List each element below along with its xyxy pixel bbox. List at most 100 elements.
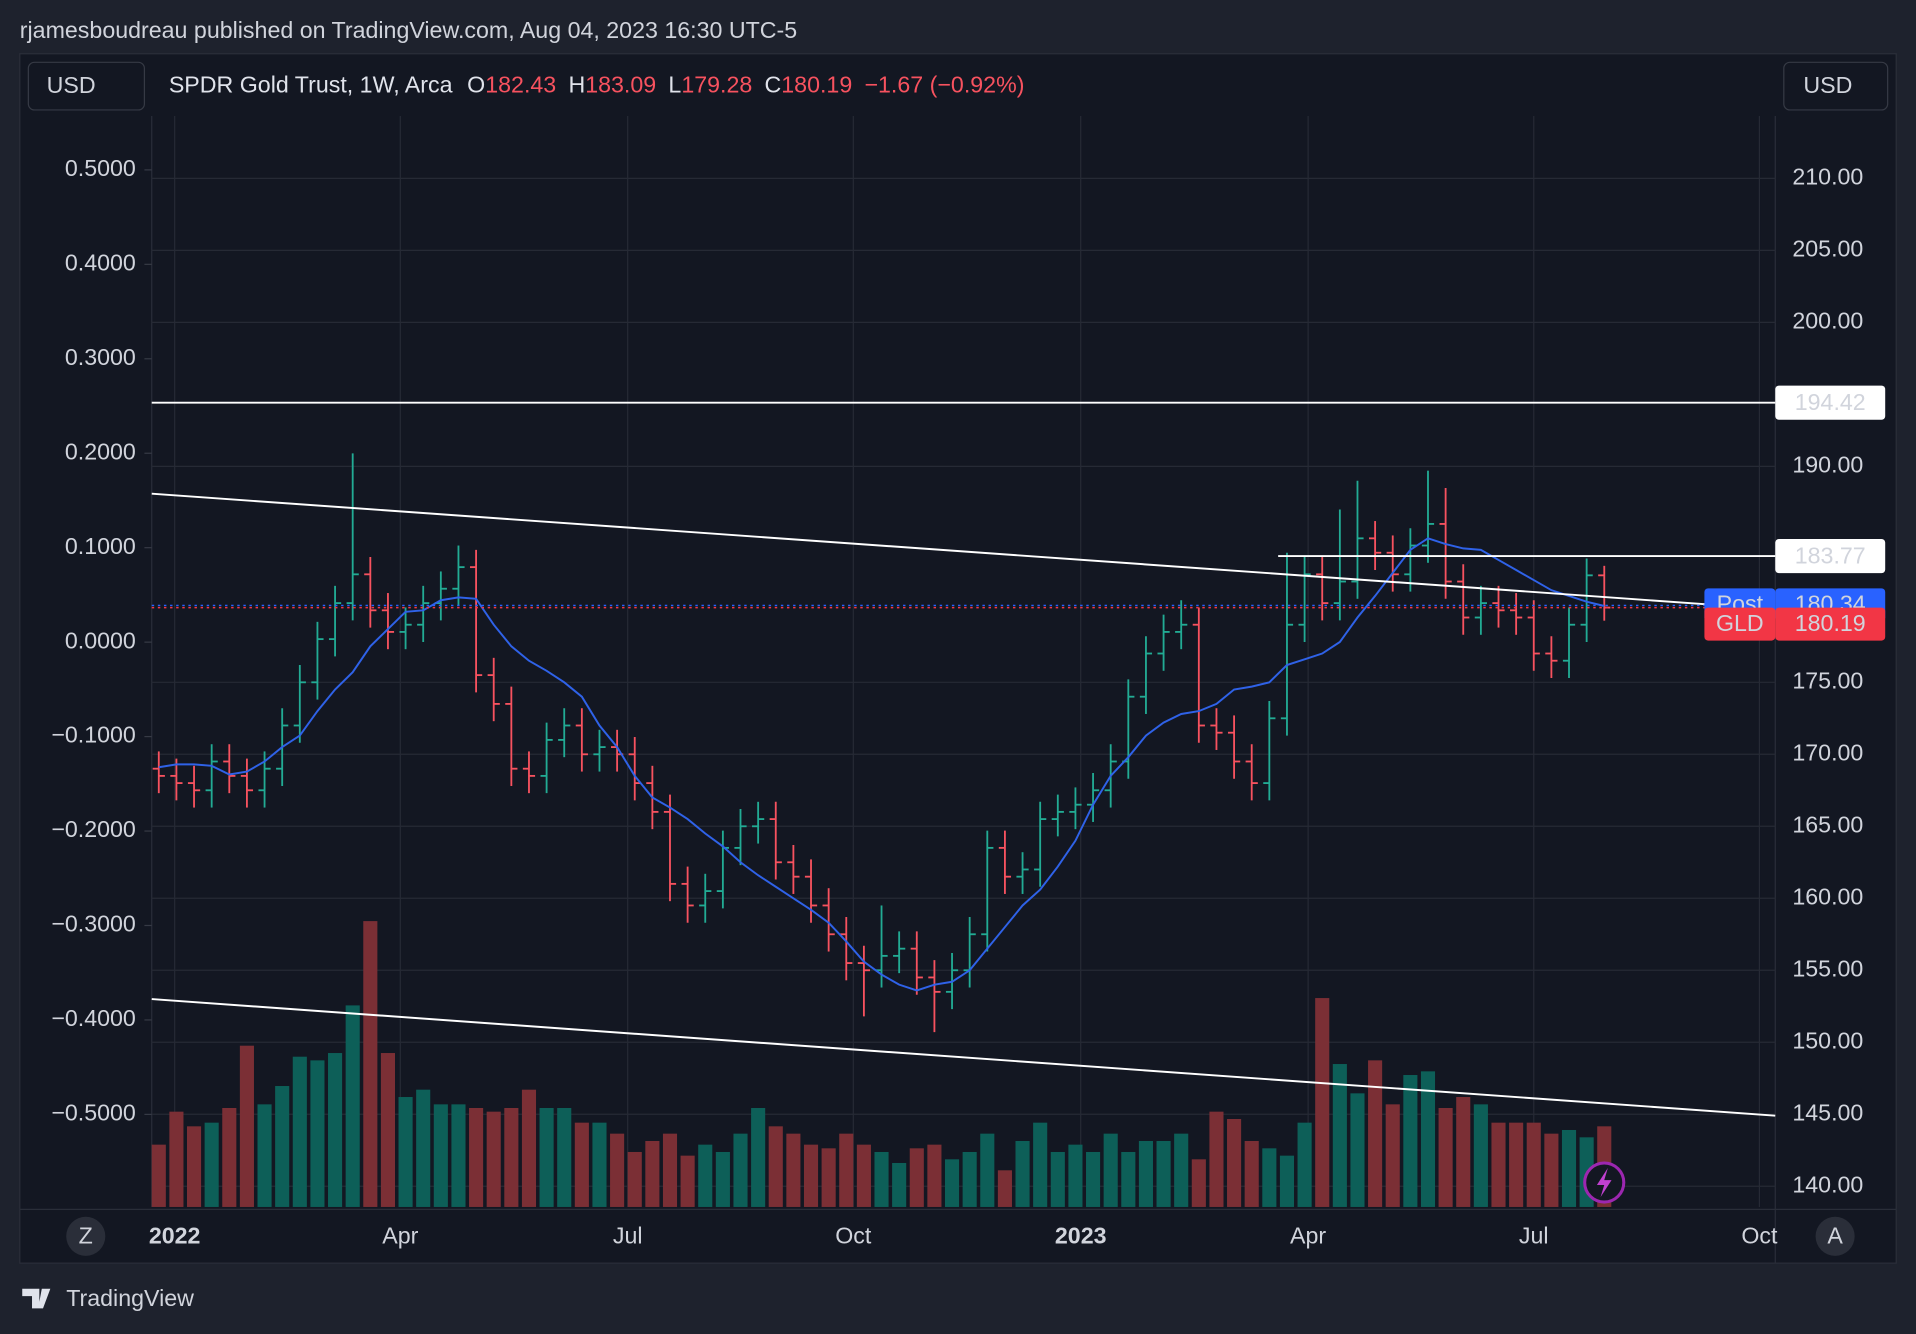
ohlc-bar <box>346 453 359 621</box>
legend-title: SPDR Gold Trust, 1W, Arca <box>169 72 453 98</box>
volume-bar <box>257 1104 272 1207</box>
volume-bar <box>962 1151 977 1207</box>
y-tick-label: 150.00 <box>1792 1027 1863 1053</box>
ohlc-bar <box>910 931 923 995</box>
ohlc-bar <box>1492 585 1505 628</box>
z-button[interactable] <box>66 1216 106 1256</box>
y-tick-label: 210.00 <box>1792 164 1863 190</box>
ohlc-bar <box>328 585 342 657</box>
volume-bar <box>574 1122 589 1207</box>
ohlc-bar <box>1139 636 1153 714</box>
volume-bar <box>1491 1122 1506 1207</box>
currency-label[interactable]: USD <box>1803 72 1852 98</box>
currency-button[interactable] <box>1783 61 1889 111</box>
volume-bar <box>1315 998 1330 1207</box>
ohlc-bar <box>1034 801 1047 887</box>
volume-bar <box>592 1122 607 1207</box>
ohlc-bar <box>522 751 536 794</box>
ohlc-bar <box>240 758 254 808</box>
volume-bar <box>1526 1122 1541 1207</box>
y2-tick-label: −0.4000 <box>51 1005 136 1031</box>
volume-bar <box>486 1111 501 1207</box>
y-tick-label: 205.00 <box>1792 236 1863 262</box>
volume-bar <box>839 1133 854 1207</box>
price-value-box <box>1775 607 1886 641</box>
ohlc-bar <box>1263 701 1276 801</box>
volume-bar <box>715 1151 730 1207</box>
legend-key: O <box>467 72 485 98</box>
volume-bar <box>1138 1140 1153 1207</box>
overlay: 2022 Apr Jul Oct 2023 Apr Jul Oct 210.00 205.00 20… <box>51 155 1886 1249</box>
ohlc-bar <box>1545 636 1558 678</box>
a-button[interactable] <box>1815 1216 1855 1256</box>
y2-tick-label: 0.3000 <box>65 344 136 370</box>
a-label[interactable]: A <box>1827 1223 1843 1249</box>
volume-bar <box>1262 1148 1277 1207</box>
ohlc-bar <box>1333 509 1346 621</box>
ohlc-bar <box>152 751 165 794</box>
brand-logo: TradingView <box>22 1285 194 1311</box>
volume-bar <box>1473 1104 1488 1207</box>
volume-bar <box>345 1005 360 1207</box>
ohlc-bar <box>575 708 588 772</box>
ohlc-bar <box>1421 470 1435 563</box>
price-name-box <box>1704 607 1776 641</box>
volume-bar <box>1068 1144 1083 1207</box>
ohlc-bar <box>1210 708 1223 750</box>
volume-bar <box>451 1104 466 1207</box>
trendline <box>151 492 1711 606</box>
volume-bar <box>1544 1133 1559 1207</box>
legend-value: 183.09 <box>585 72 656 98</box>
volume-bar <box>398 1097 413 1207</box>
volume-bar <box>1403 1075 1418 1207</box>
ohlc-bar <box>1069 787 1082 830</box>
alert-icon[interactable] <box>1583 1161 1626 1204</box>
ohlc-bar <box>1527 600 1540 671</box>
ohlc-bar <box>1368 521 1382 571</box>
volume-bar <box>328 1053 343 1207</box>
volume-bar <box>733 1133 748 1207</box>
ohlc-bar <box>452 545 465 607</box>
y-tick-label: 190.00 <box>1792 451 1863 477</box>
ohlc-bar <box>1580 558 1593 642</box>
volume-bar <box>768 1126 783 1207</box>
volume-bar <box>944 1159 960 1207</box>
ohlc-bar <box>734 809 747 866</box>
ohlc-bar <box>558 708 571 758</box>
volume-bar <box>1456 1097 1471 1207</box>
y-tick-label: 175.00 <box>1792 667 1863 693</box>
legend-bar: SPDR Gold Trust, 1W, Arca O182.43 H183.09 L… <box>169 72 1025 98</box>
published-line: rjamesboudreau published on TradingView.… <box>20 17 797 43</box>
volume-bar <box>698 1144 713 1207</box>
volume-bar <box>856 1144 871 1207</box>
z-label[interactable]: Z <box>79 1223 93 1249</box>
alert-bolt[interactable] <box>1596 1167 1612 1198</box>
ohlc-bar <box>928 960 941 1033</box>
trendline <box>151 998 1776 1117</box>
legend-value: 180.19 <box>781 72 852 98</box>
currency-label[interactable]: USD <box>47 72 96 98</box>
x-tick-label: 2023 <box>1055 1223 1107 1249</box>
ohlc-bar <box>205 744 218 808</box>
y-tick-label: 140.00 <box>1792 1171 1863 1197</box>
volume-bar <box>1050 1151 1065 1207</box>
ohlc-bar <box>1280 552 1294 736</box>
volume-bar <box>1086 1151 1101 1207</box>
volume-bar <box>821 1148 836 1207</box>
ohlc-bar <box>769 801 782 880</box>
volume-bar <box>751 1108 766 1207</box>
level-label-box <box>1775 385 1886 420</box>
volume-bar <box>874 1151 889 1207</box>
ohlc-bar <box>1298 557 1311 642</box>
volume-bar <box>1368 1060 1383 1207</box>
volume-bar <box>1561 1129 1577 1207</box>
volume-bar <box>151 1144 166 1207</box>
volume-bar <box>627 1151 642 1207</box>
ohlc-bar <box>804 859 818 923</box>
volume-bar <box>1191 1159 1206 1207</box>
currency-button[interactable] <box>27 61 146 111</box>
ohlc-bar <box>293 665 306 743</box>
volume-bar <box>469 1108 484 1207</box>
